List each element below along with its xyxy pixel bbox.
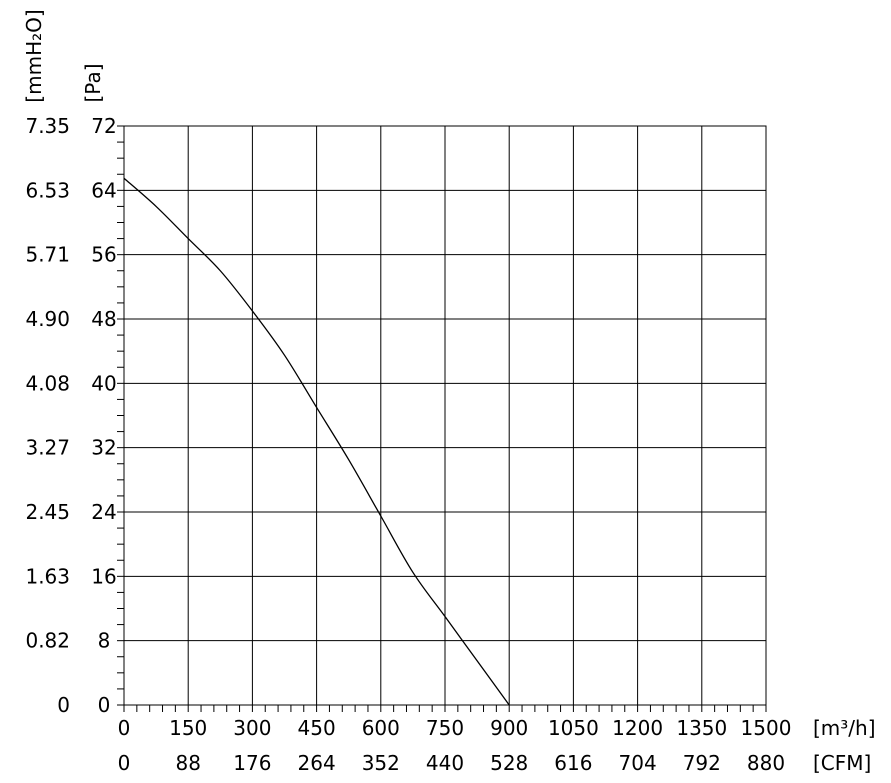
y-tick-label-mmh2o: 5.71 xyxy=(25,243,70,267)
x-tick-label-m3h: 1050 xyxy=(548,716,599,740)
x-tick-label-m3h: 450 xyxy=(298,716,336,740)
plot-frame xyxy=(123,125,767,706)
grid-lines xyxy=(123,125,767,706)
x-axis-m3h-tick-labels: 0 150 300 450 600 750 900 1050 1200 1350 1500 xyxy=(118,716,792,740)
x-tick-label-cfm: 440 xyxy=(426,751,464,775)
x-axis-cfm-unit-label: [CFM] xyxy=(813,751,871,775)
x-axis-cfm-tick-labels: 0 88 176 264 352 440 528 616 704 792 880 xyxy=(118,751,785,775)
y-tick-label-pa: 64 xyxy=(91,178,116,202)
x-tick-label-m3h: 750 xyxy=(426,716,464,740)
x-tick-label-cfm: 528 xyxy=(490,751,528,775)
y-tick-label-mmh2o: 6.53 xyxy=(25,178,70,202)
x-tick-label-cfm: 792 xyxy=(683,751,721,775)
y-tick-label-pa: 8 xyxy=(98,629,111,653)
x-tick-label-cfm: 176 xyxy=(233,751,271,775)
x-tick-label-cfm: 880 xyxy=(747,751,785,775)
x-tick-label-m3h: 900 xyxy=(490,716,528,740)
y-axis-mmh2o-unit-label: [mmH₂O] xyxy=(22,9,46,102)
y-tick-label-mmh2o: 2.45 xyxy=(25,500,70,524)
y-axis-pa-tick-labels: 0 8 16 24 32 40 48 56 64 72 xyxy=(91,114,116,717)
y-tick-label-pa: 0 xyxy=(98,693,111,717)
series-group xyxy=(123,177,510,706)
y-tick-label-pa: 72 xyxy=(91,114,116,138)
x-tick-label-m3h: 0 xyxy=(118,716,131,740)
y-tick-label-mmh2o: 4.90 xyxy=(25,307,70,331)
x-tick-label-cfm: 264 xyxy=(298,751,336,775)
y-tick-label-pa: 24 xyxy=(91,500,116,524)
x-tick-label-m3h: 1350 xyxy=(676,716,727,740)
y-tick-label-pa: 32 xyxy=(91,436,116,460)
x-tick-label-cfm: 616 xyxy=(554,751,592,775)
y-tick-label-pa: 16 xyxy=(91,564,116,588)
x-tick-label-cfm: 352 xyxy=(362,751,400,775)
y-tick-label-mmh2o: 4.08 xyxy=(25,371,70,395)
x-tick-label-cfm: 88 xyxy=(175,751,200,775)
x-tick-label-cfm: 0 xyxy=(118,751,131,775)
x-tick-label-m3h: 1500 xyxy=(741,716,792,740)
y-tick-label-mmh2o: 1.63 xyxy=(25,564,70,588)
fan-curve-line xyxy=(123,177,510,706)
minor-tick-marks xyxy=(117,125,767,712)
y-tick-label-mmh2o: 0.82 xyxy=(25,629,70,653)
x-tick-label-m3h: 300 xyxy=(233,716,271,740)
x-tick-label-m3h: 1200 xyxy=(612,716,663,740)
y-tick-label-pa: 56 xyxy=(91,243,116,267)
y-axis-mmh2o-tick-labels: 0 0.82 1.63 2.45 3.27 4.08 4.90 5.71 6.53 7.35 xyxy=(25,114,70,717)
y-tick-label-pa: 48 xyxy=(91,307,116,331)
x-tick-label-m3h: 600 xyxy=(362,716,400,740)
y-tick-label-mmh2o: 0 xyxy=(57,693,70,717)
y-axis-pa-unit-label: [Pa] xyxy=(81,63,105,102)
y-tick-label-mmh2o: 7.35 xyxy=(25,114,70,138)
y-tick-label-mmh2o: 3.27 xyxy=(25,436,70,460)
y-tick-label-pa: 40 xyxy=(91,371,116,395)
x-axis-m3h-unit-label: [m³/h] xyxy=(813,716,876,740)
x-tick-label-cfm: 704 xyxy=(619,751,657,775)
x-tick-label-m3h: 150 xyxy=(169,716,207,740)
